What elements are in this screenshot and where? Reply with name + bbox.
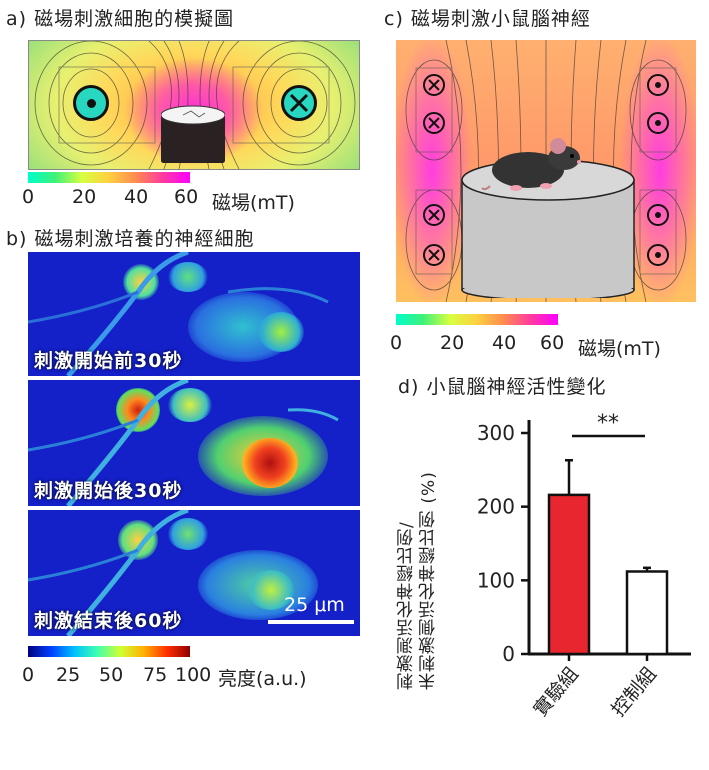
coil-in-icon	[281, 85, 317, 121]
coil-out-icon	[647, 204, 669, 226]
coil-in-icon	[423, 244, 445, 266]
coil-out-icon	[647, 112, 669, 134]
scalebar-label: 25 μm	[284, 594, 345, 616]
panel-a-colorbar	[28, 172, 190, 183]
panel-c-title: c) 磁場刺激小鼠腦神經	[384, 8, 591, 30]
panel-a-cb-tick-20: 20	[72, 186, 97, 208]
panel-c-cb-tick-60: 60	[540, 332, 565, 354]
mouse-icon	[481, 138, 581, 191]
culture-dish	[160, 105, 226, 167]
y-axis-label: 刺激測活化神經比例/ 未刺激側活化神經比例 (%)	[392, 390, 442, 690]
micro-frame-2: 刺激開始後30秒	[28, 380, 360, 506]
y-tick-label: 200	[477, 495, 515, 519]
x-category-label: 實驗組	[529, 663, 583, 721]
frame-2-label: 刺激開始後30秒	[34, 480, 183, 502]
micro-frame-3: 25 μm 刺激結束後60秒	[28, 510, 360, 636]
bar-chart: 0 100 200 300 實驗組 控制組 **	[477, 411, 691, 721]
panel-c-colorbar	[396, 314, 558, 325]
panel-b-title: b) 磁場刺激培養的神經細胞	[6, 228, 255, 250]
y-axis-label-line-2: 未刺激側活化神經比例 (%)	[419, 471, 439, 690]
bar-experimental	[547, 493, 591, 656]
y-tick-label: 100	[477, 568, 515, 592]
micro-frame-1: 刺激開始前30秒	[28, 252, 360, 376]
panel-a-cb-label: 磁場(mT)	[212, 192, 295, 214]
panel-a-cb-tick-0: 0	[22, 186, 35, 208]
scalebar	[268, 620, 354, 624]
panel-b-cb-label: 亮度(a.u.)	[218, 668, 307, 690]
panel-b-cb-tick-0: 0	[22, 664, 35, 686]
panel-b-colorbar	[28, 646, 190, 657]
y-tick-label: 0	[502, 642, 515, 666]
coil-out-icon	[73, 85, 109, 121]
frame-1-label: 刺激開始前30秒	[34, 350, 183, 372]
coil-in-icon	[423, 204, 445, 226]
coil-out-icon	[647, 74, 669, 96]
panel-c-cb-tick-0: 0	[390, 332, 403, 354]
panel-b-cb-tick-25: 25	[56, 664, 81, 686]
significance-label: **	[597, 411, 619, 436]
coil-in-icon	[423, 74, 445, 96]
coil-in-icon	[423, 112, 445, 134]
panel-c-field-map	[396, 40, 696, 302]
panel-a-cb-tick-60: 60	[174, 186, 199, 208]
panel-c-cb-label: 磁場(mT)	[578, 338, 661, 360]
panel-a-title: a) 磁場刺激細胞的模擬圖	[6, 8, 235, 30]
panel-a-cb-tick-40: 40	[124, 186, 149, 208]
y-tick-label: 300	[477, 421, 515, 445]
x-category-label: 控制組	[607, 663, 661, 721]
coil-out-icon	[647, 244, 669, 266]
panel-b-cb-tick-100: 100	[175, 664, 212, 686]
panel-a-field-map	[28, 40, 360, 170]
panel-c-cb-tick-40: 40	[492, 332, 517, 354]
frame-3-label: 刺激結束後60秒	[34, 610, 183, 632]
panel-b-cb-tick-50: 50	[99, 664, 124, 686]
panel-d-title: d) 小鼠腦神經活性變化	[398, 376, 607, 398]
panel-c-cb-tick-20: 20	[440, 332, 465, 354]
panel-b-cb-tick-75: 75	[143, 664, 168, 686]
bar-control	[625, 570, 669, 656]
